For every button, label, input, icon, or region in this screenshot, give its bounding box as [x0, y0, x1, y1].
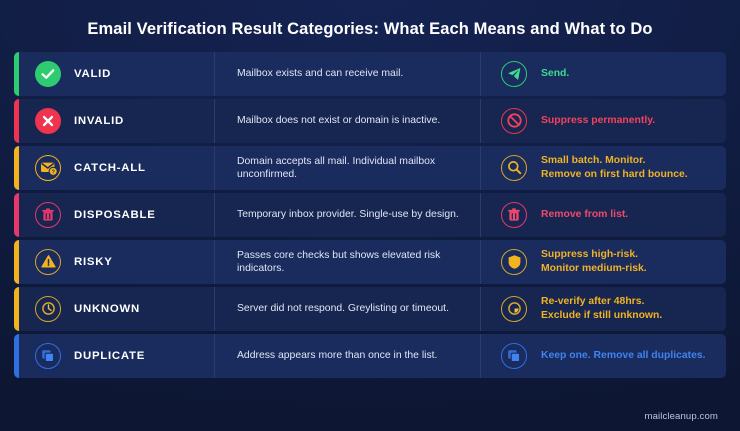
meaning-text: Mailbox does not exist or domain is inac… [237, 115, 441, 126]
action-text: Suppress high-risk. Monitor medium-risk. [541, 248, 647, 274]
table-row: INVALID Mailbox does not exist or domain… [14, 98, 726, 143]
trash-icon [501, 201, 527, 228]
meaning-cell: Address appears more than once in the li… [215, 333, 481, 378]
row-accent-bar [14, 239, 19, 284]
category-cell: UNKNOWN [19, 286, 215, 331]
category-label: RISKY [74, 255, 113, 268]
clock-pending-icon [501, 295, 527, 322]
category-label: DISPOSABLE [74, 208, 156, 221]
meaning-cell: Passes core checks but shows elevated ri… [215, 239, 481, 284]
table-row: UNKNOWN Server did not respond. Greylist… [14, 286, 726, 331]
meaning-text: Passes core checks but shows elevated ri… [237, 249, 441, 274]
envelope-question-icon: ? [35, 154, 61, 181]
table-row: ? CATCH-ALL Domain accepts all mail. Ind… [14, 145, 726, 190]
watermark: mailcleanup.com [644, 411, 718, 422]
meaning-text: Server did not respond. Greylisting or t… [237, 303, 449, 314]
meaning-text: Temporary inbox provider. Single-use by … [237, 209, 459, 220]
magnifier-icon [501, 154, 527, 181]
row-accent-bar [14, 98, 19, 143]
action-cell: Small batch. Monitor. Remove on first ha… [481, 146, 726, 190]
action-text: Send. [541, 67, 570, 79]
category-cell: RISKY [19, 239, 215, 284]
copy-icon [501, 342, 527, 369]
action-text: Remove from list. [541, 208, 629, 220]
check-circle-icon [35, 60, 61, 87]
row-accent-bar [14, 51, 19, 96]
action-text: Keep one. Remove all duplicates. [541, 349, 706, 361]
svg-text:?: ? [51, 170, 55, 176]
meaning-text: Domain accepts all mail. Individual mail… [237, 155, 436, 180]
category-label: VALID [74, 67, 112, 80]
category-cell: ? CATCH-ALL [19, 145, 215, 190]
meaning-cell: Server did not respond. Greylisting or t… [215, 286, 481, 331]
row-accent-bar [14, 145, 19, 190]
ban-icon [501, 107, 527, 134]
table-row: VALID Mailbox exists and can receive mai… [14, 51, 726, 96]
trash-icon [35, 201, 61, 228]
meaning-cell: Mailbox does not exist or domain is inac… [215, 98, 481, 143]
category-label: DUPLICATE [74, 349, 146, 362]
row-accent-bar [14, 333, 19, 378]
table-row: DISPOSABLE Temporary inbox provider. Sin… [14, 192, 726, 237]
row-accent-bar [14, 192, 19, 237]
category-label: CATCH-ALL [74, 161, 146, 174]
action-cell: Suppress high-risk. Monitor medium-risk. [481, 240, 726, 284]
meaning-cell: Temporary inbox provider. Single-use by … [215, 192, 481, 237]
row-accent-bar [14, 286, 19, 331]
copy-icon [35, 342, 61, 369]
action-cell: Keep one. Remove all duplicates. [481, 334, 726, 378]
warning-triangle-icon [35, 248, 61, 275]
action-cell: Suppress permanently. [481, 99, 726, 143]
action-cell: Remove from list. [481, 193, 726, 237]
shield-icon [501, 248, 527, 275]
category-cell: DUPLICATE [19, 333, 215, 378]
meaning-cell: Mailbox exists and can receive mail. [215, 51, 481, 96]
x-circle-icon [35, 107, 61, 134]
category-label: UNKNOWN [74, 302, 140, 315]
action-text: Suppress permanently. [541, 114, 656, 126]
table-row: DUPLICATE Address appears more than once… [14, 333, 726, 378]
action-text: Small batch. Monitor. Remove on first ha… [541, 154, 688, 180]
action-text: Re-verify after 48hrs. Exclude if still … [541, 295, 663, 321]
category-cell: DISPOSABLE [19, 192, 215, 237]
clock-icon [35, 295, 61, 322]
meaning-cell: Domain accepts all mail. Individual mail… [215, 145, 481, 190]
category-label: INVALID [74, 114, 124, 127]
meaning-text: Mailbox exists and can receive mail. [237, 68, 404, 79]
category-cell: VALID [19, 51, 215, 96]
page-title: Email Verification Result Categories: Wh… [87, 20, 653, 38]
paper-plane-icon [501, 60, 527, 87]
meaning-text: Address appears more than once in the li… [237, 350, 438, 361]
table-row: RISKY Passes core checks but shows eleva… [14, 239, 726, 284]
category-rows: VALID Mailbox exists and can receive mai… [14, 51, 726, 378]
category-cell: INVALID [19, 98, 215, 143]
action-cell: Re-verify after 48hrs. Exclude if still … [481, 287, 726, 331]
action-cell: Send. [481, 52, 726, 96]
